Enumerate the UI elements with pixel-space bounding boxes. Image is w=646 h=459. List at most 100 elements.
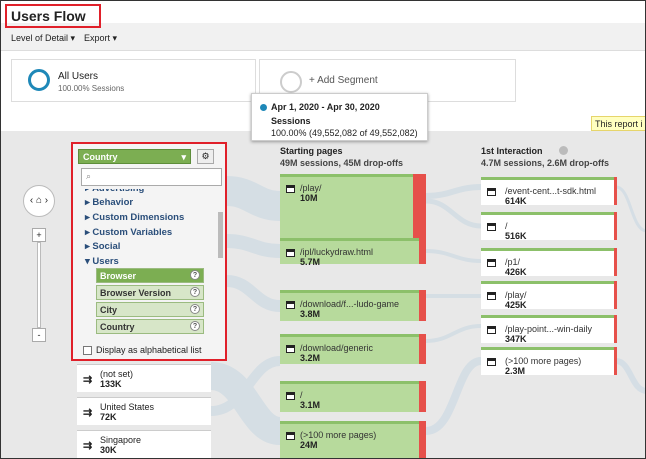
page-icon [487, 358, 496, 366]
dimension-category[interactable]: ▸ Behavior [85, 197, 134, 208]
menu-label: Level of Detail [11, 33, 69, 43]
node-label: (>100 more pages) [505, 356, 582, 366]
country-node[interactable]: ⇉ Singapore 30K [77, 430, 211, 458]
flow-link [226, 275, 281, 312]
page-node[interactable]: /516K [481, 212, 617, 241]
option-label: Browser Version [100, 288, 172, 298]
level-of-detail-menu[interactable]: Level of Detail ▾ [11, 33, 76, 43]
page-node[interactable]: /event-cent...t-sdk.html 614K [481, 177, 617, 206]
segment-circle [280, 71, 302, 93]
page-node[interactable]: (>100 more pages) 24M [280, 421, 426, 458]
dimension-option[interactable]: Country? [96, 319, 204, 334]
page-node[interactable]: /play/425K [481, 281, 617, 310]
zoom-slider[interactable] [37, 242, 41, 328]
dimension-category[interactable]: ▸ Custom Dimensions [85, 212, 185, 223]
node-value: 425K [505, 300, 527, 310]
drop-off-bar [614, 281, 617, 309]
node-value: 426K [505, 267, 527, 277]
node-value: 614K [505, 196, 527, 206]
flow-link [615, 185, 645, 232]
dimension-category[interactable]: ▸ Advertising [85, 183, 145, 194]
page-icon [286, 249, 295, 257]
segment-all-users[interactable]: All Users 100.00% Sessions [11, 59, 256, 102]
page-node[interactable]: /play-point...-win-daily 347K [481, 315, 617, 344]
tooltip-metric: Sessions [271, 116, 311, 126]
dimension-option[interactable]: Browser? [96, 268, 204, 283]
drop-off-bar [614, 248, 617, 276]
flow-link [210, 356, 281, 416]
node-label: /event-cent...t-sdk.html [505, 186, 597, 196]
drop-off-bar [419, 334, 426, 364]
column-title: Starting pages [280, 146, 343, 156]
drop-off-bar [413, 174, 426, 238]
node-icon: ⇉ [83, 440, 93, 452]
drop-off-bar [614, 212, 617, 240]
page-icon [487, 326, 496, 334]
node-icon: ⇉ [83, 374, 93, 386]
flow-link [425, 198, 482, 229]
page-node[interactable]: (>100 more pages) 2.3M [481, 347, 617, 376]
node-label: (>100 more pages) [300, 430, 377, 440]
drop-off-bar [614, 315, 617, 343]
country-node[interactable]: ⇉ United States 72K [77, 397, 211, 425]
page-node[interactable]: /p1/426K [481, 248, 617, 277]
page-node[interactable]: /play/10M [280, 174, 426, 238]
tooltip-value: 100.00% (49,552,082 of 49,552,082) [271, 128, 418, 138]
page-icon [286, 392, 295, 400]
node-value: 30K [100, 445, 117, 455]
dimension-dropdown[interactable]: Country ▾ [78, 149, 191, 164]
flow-link [209, 362, 283, 445]
category-label: Users [92, 256, 119, 267]
node-value: 133K [100, 379, 122, 389]
dimension-option[interactable]: Browser Version? [96, 285, 204, 300]
export-menu[interactable]: Export ▾ [84, 33, 118, 43]
category-label: Custom Variables [92, 227, 173, 238]
add-segment-label: + Add Segment [309, 75, 378, 86]
node-label: / [300, 390, 303, 400]
notice-text: This report i [595, 119, 643, 129]
close-step[interactable] [559, 146, 568, 155]
node-value: 516K [505, 231, 527, 241]
node-label: /play/ [505, 290, 527, 300]
alphabetical-checkbox[interactable]: Display as alphabetical list [83, 345, 202, 356]
node-value: 2.3M [505, 366, 526, 376]
flow-link [225, 176, 282, 221]
dimension-category[interactable]: ▸ Social [85, 241, 121, 252]
drop-off-bar [419, 290, 426, 321]
menu-label: Export [84, 33, 111, 43]
node-value: 10M [300, 193, 318, 203]
node-label: /download/generic [300, 343, 374, 353]
toolbar [1, 23, 645, 51]
node-label: Singapore [100, 435, 142, 445]
notice: This report i [591, 116, 645, 131]
dimension-category[interactable]: ▾ Users [85, 256, 119, 267]
segment-circle [28, 69, 50, 91]
column-title: 1st Interaction [481, 146, 543, 156]
pan-control[interactable]: ‹ ⌂ › [23, 185, 55, 217]
drop-off-bar [614, 177, 617, 205]
tooltip: Apr 1, 2020 - Apr 30, 2020 Sessions 100.… [251, 93, 428, 141]
page-icon [286, 432, 295, 440]
page-icon [487, 188, 496, 196]
page-node[interactable]: /download/generic 3.2M [280, 334, 426, 364]
node-value: 24M [300, 440, 318, 450]
segment-detail: 100.00% Sessions [58, 84, 125, 93]
page-icon [286, 345, 295, 353]
column-summary: 4.7M sessions, 2.6M drop-offs [481, 158, 610, 168]
drop-off-bar [419, 421, 426, 458]
page-node[interactable]: /download/f...-ludo-game 3.8M [280, 290, 426, 321]
search-box[interactable]: ⌕ [81, 168, 222, 186]
country-node[interactable]: ⇉ (not set) 133K [77, 364, 211, 392]
option-label: Browser [100, 271, 137, 281]
node-label: / [505, 221, 508, 231]
dimension-option[interactable]: City? [96, 302, 204, 317]
dimension-category[interactable]: ▸ Custom Variables [85, 227, 173, 238]
page-node[interactable]: /3.1M [280, 381, 426, 412]
zoom-out[interactable]: - [32, 328, 46, 342]
page-node[interactable]: /ipl/luckydraw.html 5.7M [280, 238, 426, 267]
settings-button[interactable]: ⚙ [197, 149, 214, 164]
zoom-in[interactable]: + [32, 228, 46, 242]
option-label: City [100, 305, 118, 315]
node-label: United States [100, 402, 155, 412]
